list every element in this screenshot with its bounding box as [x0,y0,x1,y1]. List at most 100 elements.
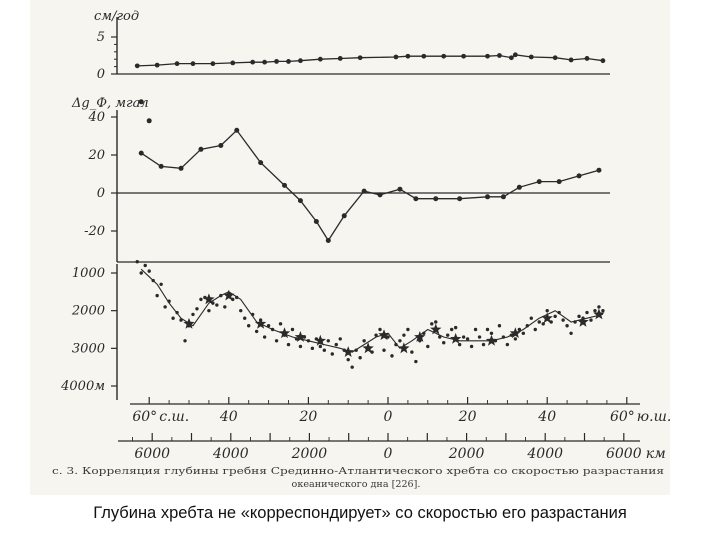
panel3-point [223,305,227,309]
panel3-point [533,327,537,332]
panel3-point [306,339,311,343]
panel2-point [576,173,582,179]
panel2-point [158,163,164,169]
panel2-point [556,179,562,185]
panel1-point [421,53,427,59]
panel3-point [290,327,295,332]
panel3-point [219,293,223,298]
panel1-point [357,55,363,61]
panel1-point [230,60,236,66]
panel1-series-line [137,54,603,67]
panel3-point [211,301,215,305]
panel3-point [250,312,255,317]
panel2-point [457,196,463,202]
panel3-point [453,325,458,330]
panel3-point [175,310,179,315]
panel1-y-label: см/год [94,9,139,24]
panel2-point [234,127,240,133]
panel2-tick-label: 40 [87,110,105,125]
panel3-point [330,352,334,356]
panel3-point [147,269,151,273]
panel3-point [461,335,466,339]
latitude-tick-label: 0 [384,409,393,425]
panel-gravity-anomaly: 40 20 0 -20 Δg_Ф, мгал [71,96,610,263]
panel3-point [262,335,267,339]
panel2-tick-label: 20 [87,148,105,163]
panel2-point [596,167,602,173]
panel3-point [151,278,155,283]
panel3-point [270,327,275,332]
panel3-point [561,318,565,322]
panel2-point [258,160,264,166]
panel3-point [473,327,478,332]
panel3-star-marker [541,312,553,324]
panel3-point [410,350,414,354]
panel3-point [247,324,251,328]
figure-caption-line1: с. 3. Корреляция глубины гребня Срединно… [52,466,664,477]
panel3-star-marker [450,332,462,344]
panel3-star-marker [378,329,390,340]
panel3-star-marker [430,323,442,335]
panel3-point [382,348,386,352]
panel3-point [406,327,410,332]
panel2-outlier-point [146,118,152,124]
panel3-star-marker [362,342,374,354]
panel3-point [422,331,426,335]
panel3-point [243,316,247,320]
panel1-point [584,56,590,61]
panel3-point [593,308,597,313]
panel3-point [485,327,490,332]
panel2-tick-label: -20 [84,224,105,239]
panel1-point [568,57,574,63]
distance-tick-label: 0 [384,446,393,462]
panel3-star-marker [342,346,354,357]
panel3-point [481,342,486,347]
panel3-star-marker [398,342,410,354]
panel3-point [577,314,581,319]
panel3-star-marker [294,331,307,342]
panel3-point [370,350,374,354]
panel3-point [489,331,494,335]
panel2-point [361,188,367,194]
panel2-point [138,150,144,156]
panel3-point [334,342,338,347]
distance-tick-label: 4000 [526,446,563,462]
panel3-point [430,322,434,326]
panel3-point [322,348,327,352]
panel3-point [254,329,259,334]
panel1-point [298,58,303,64]
panel3-point [346,357,350,362]
panel1-point [508,55,514,61]
panel1-point [174,61,180,67]
panel3-point [438,335,442,339]
panel3-star-marker [314,334,326,346]
panel3-star-marker [577,316,589,327]
panel3-point [298,344,303,349]
panel-spreading-rate: 5 0 см/год [94,9,610,82]
panel3-point [155,293,159,298]
panel2-point [516,184,522,190]
panel3-point [509,333,514,337]
panel3-point [517,327,522,332]
panel2-point [282,182,288,188]
panel3-point [529,316,533,320]
latitude-hemisphere-label: с.ш. [159,409,189,425]
panel3-point [601,308,605,313]
scanned-figure [30,0,670,495]
panel1-point [405,53,411,59]
latitude-tick-label: 60° [132,409,157,425]
panel3-point [597,305,601,309]
panel2-point [536,179,542,185]
panel3-point [465,337,470,341]
panel2-point [325,238,331,243]
panel3-point [573,320,577,324]
panel3-point [378,327,382,332]
panel3-point [143,263,147,268]
latitude-tick-label: 20 [298,409,317,425]
panel3-point [274,339,279,343]
panel3-point [135,259,139,264]
panel3-point [235,295,239,300]
panel3-point [239,308,243,313]
panel3-tick-label: 4000м [60,379,105,394]
